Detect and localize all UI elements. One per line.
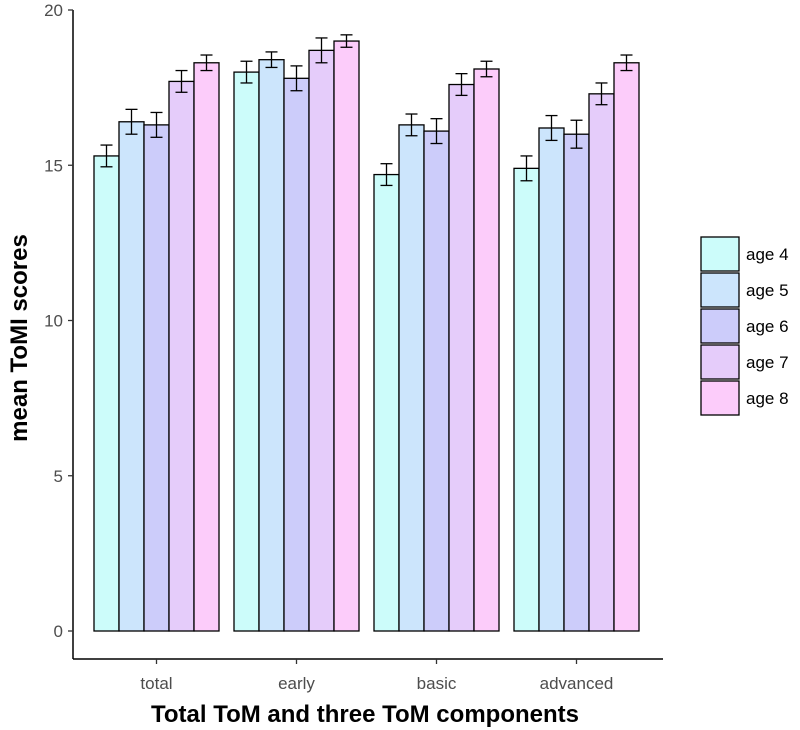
- legend-swatch: [700, 380, 740, 416]
- bar: [423, 130, 450, 632]
- bar: [538, 127, 565, 632]
- y-tick-label: 20: [44, 1, 63, 20]
- legend-swatch: [700, 236, 740, 272]
- x-tick-label: advanced: [540, 674, 614, 693]
- bar: [308, 49, 335, 632]
- x-tick-label: total: [140, 674, 172, 693]
- bar: [258, 59, 285, 632]
- y-tick-label: 0: [54, 622, 63, 641]
- bar: [513, 167, 540, 632]
- bar: [473, 68, 500, 632]
- bar: [398, 124, 425, 632]
- bar: [168, 80, 195, 632]
- y-tick-label: 10: [44, 312, 63, 331]
- bar: [373, 173, 400, 632]
- y-axis-ticks: 0 5 10 15 20: [44, 1, 73, 641]
- error-bars-layer: [100, 34, 633, 187]
- bar: [283, 77, 310, 632]
- x-tick-label: early: [278, 674, 315, 693]
- bar: [448, 83, 475, 632]
- bars-layer: [93, 40, 640, 632]
- legend-swatch: [700, 308, 740, 344]
- x-axis-title: Total ToM and three ToM components: [151, 701, 579, 728]
- legend-label: age 6: [746, 317, 789, 336]
- legend-label: age 4: [746, 245, 789, 264]
- bar: [233, 71, 260, 632]
- bar: [143, 124, 170, 632]
- x-axis-ticks: total early basic advanced: [140, 659, 613, 693]
- y-tick-label: 15: [44, 156, 63, 175]
- x-tick-label: basic: [417, 674, 457, 693]
- y-axis-title: mean ToMI scores: [6, 234, 33, 442]
- bar: [613, 62, 640, 632]
- bar: [563, 133, 590, 632]
- bar: [333, 40, 360, 632]
- legend-label: age 8: [746, 389, 789, 408]
- legend-swatch: [700, 344, 740, 380]
- bar: [193, 62, 220, 632]
- bar: [118, 121, 145, 632]
- legend-label: age 7: [746, 353, 789, 372]
- bar: [588, 93, 615, 632]
- legend-label: age 5: [746, 281, 789, 300]
- bar: [93, 155, 120, 632]
- legend: age 4 age 5 age 6 age 7 age 8: [700, 236, 789, 416]
- legend-swatch: [700, 272, 740, 308]
- y-tick-label: 5: [54, 467, 63, 486]
